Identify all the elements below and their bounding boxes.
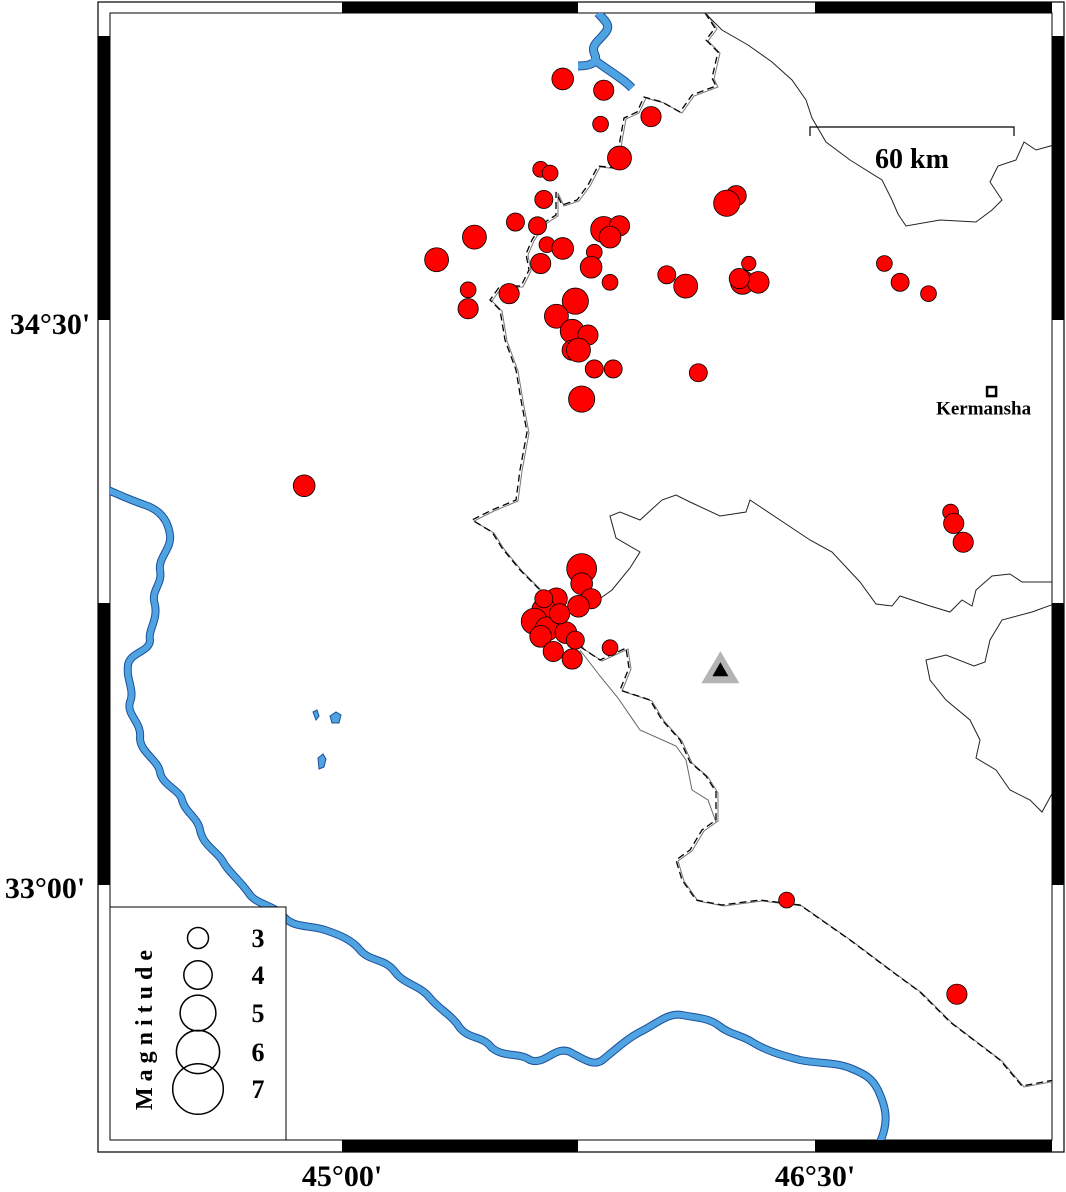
legend-label-4: 4 xyxy=(252,961,265,990)
legend-circle-3 xyxy=(186,926,210,950)
international-border xyxy=(470,13,1052,1088)
earthquake-event[interactable] xyxy=(598,225,622,249)
legend-label-5: 5 xyxy=(252,999,265,1028)
earthquake-event[interactable] xyxy=(688,363,708,383)
earthquake-event[interactable] xyxy=(561,287,589,315)
earthquake-event[interactable] xyxy=(459,281,477,299)
province-borders xyxy=(579,13,1052,823)
earthquake-event[interactable] xyxy=(506,212,525,232)
triangle-station-icon[interactable] xyxy=(701,651,740,684)
legend-label-3: 3 xyxy=(252,924,265,953)
legend-title: Magnitude xyxy=(132,944,158,1110)
earthquake-event[interactable] xyxy=(943,512,965,534)
earthquake-event[interactable] xyxy=(607,145,632,171)
lat-label-34-30: 34°30' xyxy=(10,308,90,341)
earthquake-event[interactable] xyxy=(534,589,554,609)
earthquake-event[interactable] xyxy=(601,639,619,657)
river-diyala xyxy=(577,13,636,92)
earthquake-event[interactable] xyxy=(713,189,741,217)
scale-bar-label: 60 km xyxy=(875,144,949,175)
earthquake-event[interactable] xyxy=(561,648,583,670)
legend-label-6: 6 xyxy=(252,1038,265,1067)
earthquake-event[interactable] xyxy=(741,255,757,272)
earthquake-event[interactable] xyxy=(551,237,575,260)
earthquake-event[interactable] xyxy=(567,594,590,618)
earthquake-event[interactable] xyxy=(593,79,615,101)
earthquake-event[interactable] xyxy=(541,164,559,182)
earthquake-event[interactable] xyxy=(746,271,770,294)
earthquake-event[interactable] xyxy=(551,67,575,91)
earthquake-event[interactable] xyxy=(530,252,552,275)
earthquake-event[interactable] xyxy=(565,630,585,650)
earthquake-event[interactable] xyxy=(601,274,619,291)
earthquake-event[interactable] xyxy=(528,216,547,236)
earthquake-event[interactable] xyxy=(544,303,569,329)
legend-label-7: 7 xyxy=(252,1075,265,1104)
earthquake-event[interactable] xyxy=(529,625,552,648)
lon-label-45-00: 45°00' xyxy=(302,1160,382,1192)
earthquake-event[interactable] xyxy=(657,265,677,285)
earthquake-event[interactable] xyxy=(292,474,316,498)
earthquake-event[interactable] xyxy=(592,115,609,133)
earthquake-event[interactable] xyxy=(549,603,571,625)
earthquake-event[interactable] xyxy=(890,272,910,292)
earthquake-event[interactable] xyxy=(778,891,795,909)
earthquake-event[interactable] xyxy=(424,247,449,273)
earthquake-event[interactable] xyxy=(542,640,564,662)
earthquake-event[interactable] xyxy=(946,983,968,1005)
lat-label-33-00: 33°00' xyxy=(5,872,85,905)
square-marker-icon xyxy=(985,385,998,398)
legend-circle-4 xyxy=(183,960,213,990)
earthquake-event[interactable] xyxy=(603,359,623,379)
earthquake-event[interactable] xyxy=(920,285,937,302)
earthquake-event[interactable] xyxy=(462,224,487,250)
earthquake-event[interactable] xyxy=(673,273,699,299)
earthquake-event[interactable] xyxy=(457,298,479,320)
earthquake-event[interactable] xyxy=(876,255,893,272)
earthquake-event[interactable] xyxy=(584,359,604,379)
earthquake-events xyxy=(292,67,974,1005)
legend: Magnitude 3 4 5 6 7 xyxy=(110,906,287,1140)
river-tigris xyxy=(110,486,890,1140)
earthquake-event[interactable] xyxy=(568,385,596,413)
city-label: Kermansha xyxy=(936,399,1032,420)
legend-circle-7 xyxy=(171,1062,225,1116)
earthquake-event[interactable] xyxy=(566,337,591,363)
lakes xyxy=(312,709,342,770)
scale-bar: 60 km xyxy=(809,126,1015,175)
city-kermanshah[interactable]: Kermansha xyxy=(936,385,1032,420)
earthquake-event[interactable] xyxy=(579,255,603,279)
earthquake-event[interactable] xyxy=(640,106,662,128)
earthquake-event[interactable] xyxy=(728,268,750,290)
earthquake-event[interactable] xyxy=(534,190,554,209)
earthquake-event[interactable] xyxy=(952,531,974,553)
earthquake-event[interactable] xyxy=(498,283,520,305)
lon-label-46-30: 46°30' xyxy=(775,1160,855,1192)
legend-circle-6 xyxy=(175,1029,221,1075)
